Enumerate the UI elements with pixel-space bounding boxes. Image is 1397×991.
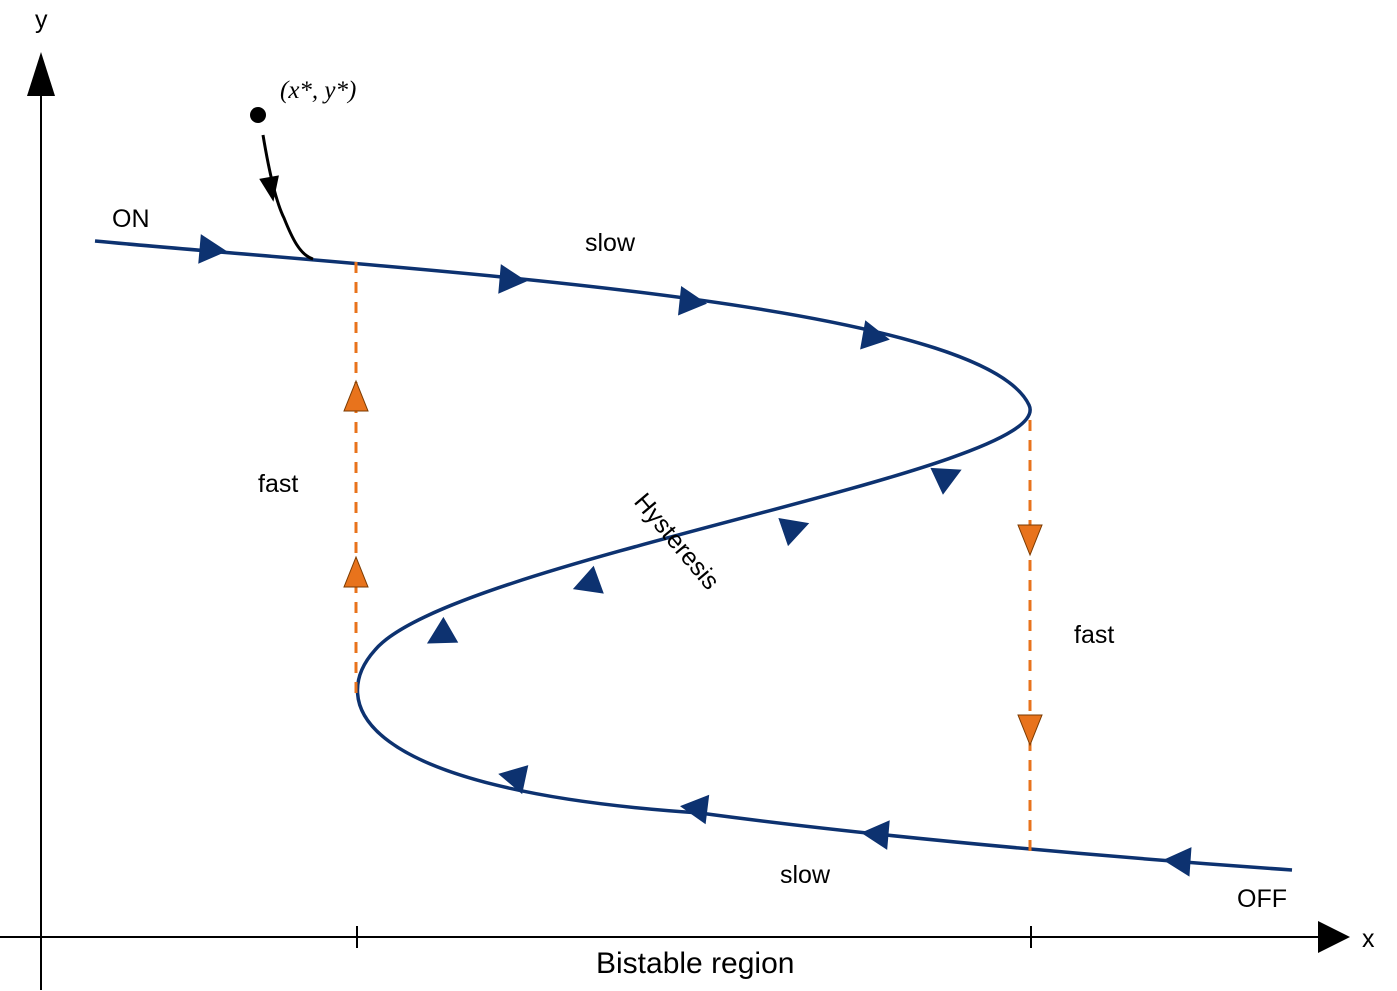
trajectory-path — [261, 134, 314, 261]
curve-arrow — [778, 518, 810, 547]
y-axis-label: y — [35, 6, 48, 34]
x-axis-arrowhead — [1318, 921, 1350, 953]
trajectory — [250, 107, 314, 261]
slow-label-bottom: slow — [780, 861, 831, 889]
x-axis-label: x — [1362, 925, 1375, 953]
fast-jump-arrow-up — [343, 379, 369, 412]
on-label: ON — [112, 205, 150, 233]
hysteresis-label: Hysteresis — [628, 488, 724, 595]
fixed-point-label: (x*, y*) — [280, 77, 356, 104]
fixed-point-dot — [250, 107, 266, 123]
curve-arrow — [498, 264, 527, 294]
fast-jump-arrow-down — [1017, 714, 1043, 747]
axes — [0, 52, 1350, 990]
off-label: OFF — [1237, 885, 1287, 913]
y-axis-arrowhead — [27, 52, 55, 96]
curve-arrow — [572, 565, 604, 594]
curve-arrow — [198, 234, 227, 264]
curve-arrow — [860, 320, 890, 350]
trajectory-arrowhead — [259, 175, 279, 202]
curve-arrow — [1162, 847, 1192, 877]
fast-jump-arrow-down — [1017, 524, 1043, 557]
bistable-region-label: Bistable region — [596, 947, 794, 980]
curve-arrow — [678, 285, 707, 316]
curve-arrow — [861, 820, 890, 850]
curve-arrow — [680, 794, 710, 825]
curve-arrow — [426, 616, 459, 644]
curve-arrow — [498, 765, 529, 795]
slow-label-top: slow — [585, 229, 636, 257]
curve-arrows — [198, 234, 1192, 877]
fast-label-right: fast — [1074, 621, 1114, 649]
fast-label-left: fast — [258, 470, 298, 498]
fast-jumps — [343, 262, 1043, 852]
curve-arrow — [930, 467, 962, 495]
fast-jump-arrow-up — [343, 555, 369, 588]
